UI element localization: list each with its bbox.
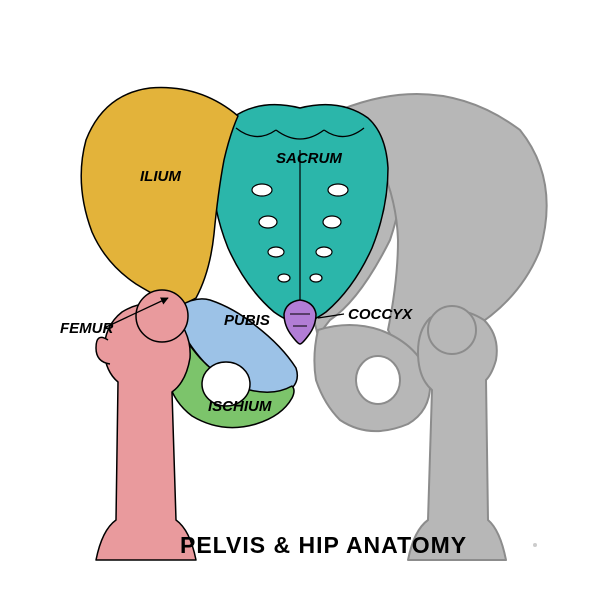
label-ischium: ISCHIUM (208, 398, 271, 415)
pelvis-svg (0, 0, 600, 600)
label-coccyx: COCCYX (348, 306, 412, 323)
label-pubis: PUBIS (224, 312, 270, 329)
diagram-title: PELVIS & HIP ANATOMY (180, 532, 467, 559)
label-femur: FEMUR (60, 320, 113, 337)
ilium-shape (81, 88, 238, 306)
coccyx-shape (284, 300, 316, 344)
diagram-stage: ILIUM SACRUM COCCYX PUBIS ISCHIUM FEMUR … (0, 0, 600, 600)
sacrum-shape (212, 105, 388, 324)
label-sacrum: SACRUM (276, 150, 342, 167)
label-ilium: ILIUM (140, 168, 181, 185)
